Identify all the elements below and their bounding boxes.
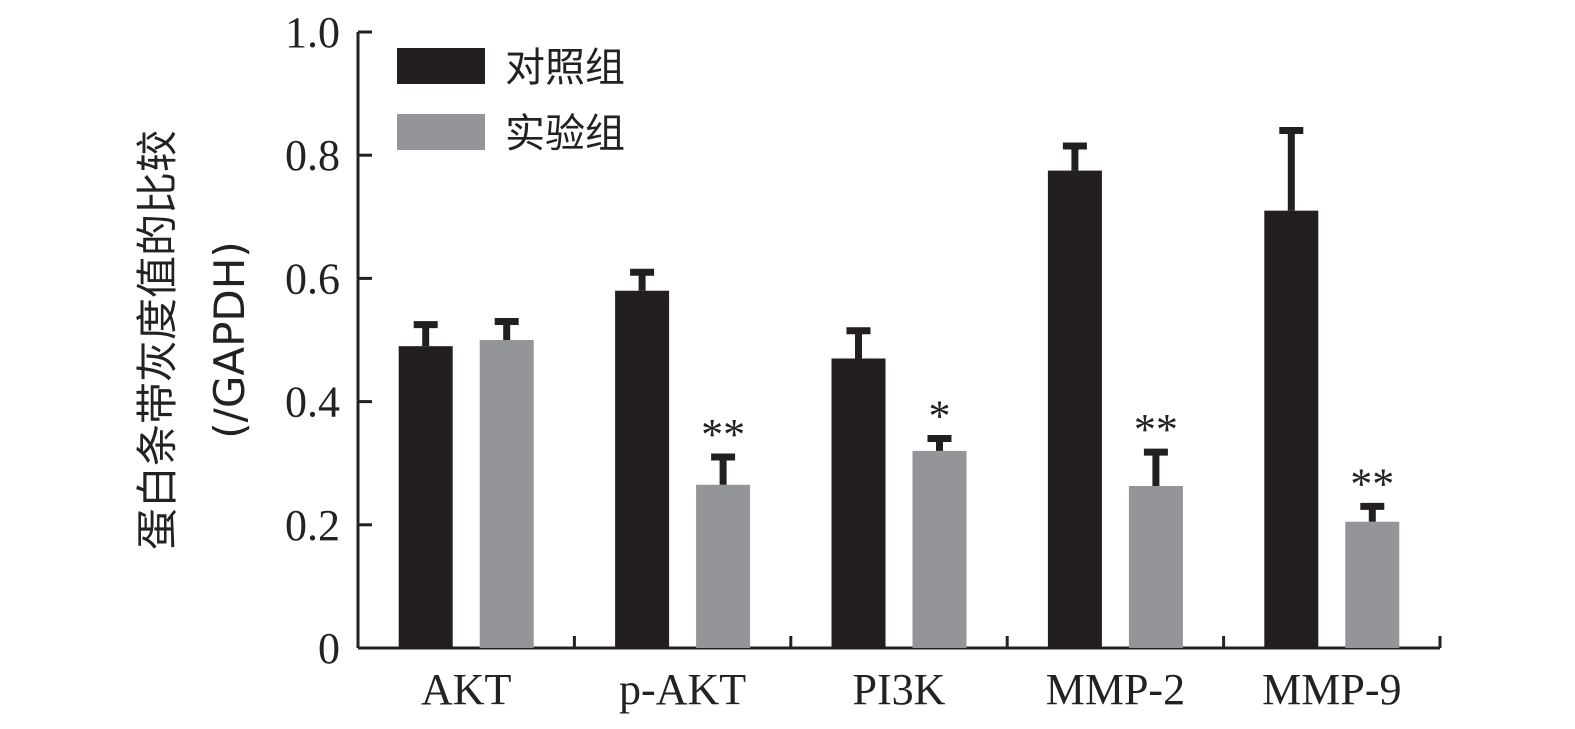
- bar: [831, 358, 886, 648]
- bar: [912, 450, 967, 648]
- legend-label: 实验组: [505, 111, 625, 157]
- legend-swatch: [397, 114, 485, 150]
- y-axis-label: 蛋白条带灰度值的比较 (/GAPDH): [133, 130, 254, 550]
- axes: 0 0.2 0.4 0.6 0.8 1.0 AKT p-AKT PI3K MMP-2 MMP-9: [285, 8, 1442, 714]
- y-axis-label-line1: 蛋白条带灰度值的比较: [133, 130, 182, 550]
- y-tick-label: 0.6: [285, 254, 340, 303]
- bar: [1345, 521, 1400, 648]
- x-tick-label: MMP-2: [1046, 665, 1185, 714]
- bar: [696, 484, 751, 648]
- y-tick-label: 0.4: [285, 378, 340, 427]
- bar: [479, 340, 534, 648]
- bar: [615, 290, 670, 648]
- y-tick-label: 0.8: [285, 131, 340, 180]
- bar: [398, 346, 453, 648]
- y-axis-label-line2: (/GAPDH): [205, 241, 254, 438]
- bars: ** * ****: [398, 127, 1400, 648]
- legend-label: 对照组: [505, 45, 625, 91]
- x-tick-label: MMP-9: [1262, 665, 1401, 714]
- bar: [1264, 210, 1319, 648]
- x-tick-label: p-AKT: [619, 665, 746, 714]
- y-tick-label: 0.2: [285, 501, 340, 550]
- significance-marker: **: [701, 410, 745, 459]
- significance-marker: *: [929, 392, 951, 441]
- x-tick-label: AKT: [421, 665, 512, 714]
- bar: [1128, 485, 1183, 648]
- y-tick-label: 1.0: [285, 8, 340, 57]
- x-tick-label: PI3K: [853, 665, 946, 714]
- significance-marker: **: [1134, 405, 1178, 454]
- legend-swatch: [397, 48, 485, 84]
- y-tick-label: 0: [318, 624, 340, 673]
- significance-marker: **: [1350, 459, 1394, 508]
- bar: [1047, 170, 1102, 648]
